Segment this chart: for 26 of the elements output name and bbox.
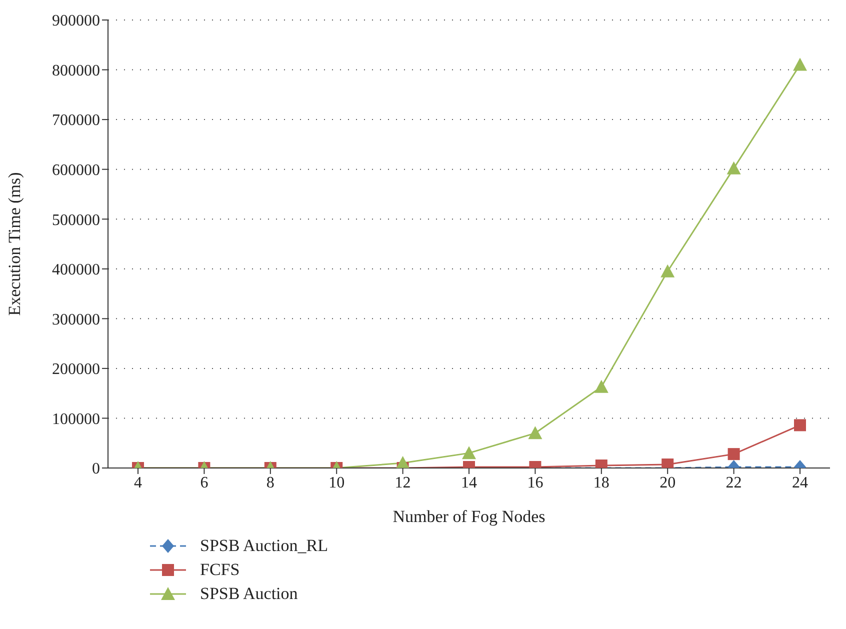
y-tick-label: 900000 xyxy=(52,12,100,30)
x-axis-title: Number of Fog Nodes xyxy=(392,507,546,526)
y-tick-label: 200000 xyxy=(52,361,100,378)
x-tick-label: 20 xyxy=(660,474,676,492)
y-axis-title: Execution Time (ms) xyxy=(5,172,24,316)
x-tick-label: 16 xyxy=(527,474,544,492)
y-tick-label: 0 xyxy=(92,460,100,478)
x-tick-label: 24 xyxy=(792,474,808,492)
legend-label: SPSB Auction_RL xyxy=(200,536,328,556)
x-tick-label: 10 xyxy=(328,474,345,492)
x-tick-label: 6 xyxy=(200,474,208,492)
y-tick-label: 300000 xyxy=(52,311,100,328)
x-tick-label: 18 xyxy=(593,474,610,492)
legend-label: SPSB Auction xyxy=(200,584,298,604)
y-tick-label: 100000 xyxy=(52,410,100,428)
x-tick-label: 4 xyxy=(134,474,142,492)
x-tick-label: 14 xyxy=(461,474,477,492)
y-tick-label: 600000 xyxy=(52,162,100,180)
x-tick-label: 8 xyxy=(266,474,274,492)
x-tick-label: 22 xyxy=(726,474,742,492)
y-tick-label: 500000 xyxy=(52,212,100,229)
y-tick-label: 800000 xyxy=(52,62,100,80)
y-tick-label: 400000 xyxy=(52,262,100,279)
legend-label: FCFS xyxy=(200,560,240,580)
x-tick-label: 12 xyxy=(394,474,411,492)
y-tick-label: 700000 xyxy=(52,112,100,130)
